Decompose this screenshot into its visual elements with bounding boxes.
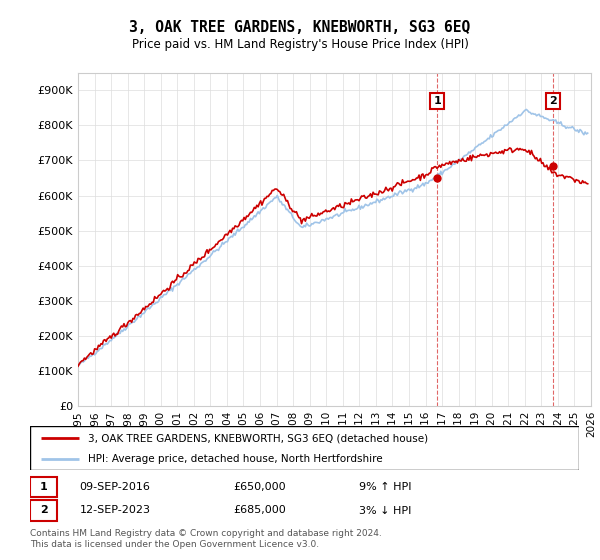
FancyBboxPatch shape (30, 501, 58, 521)
Text: 1: 1 (40, 482, 47, 492)
Text: 12-SEP-2023: 12-SEP-2023 (79, 506, 151, 516)
Text: 3, OAK TREE GARDENS, KNEBWORTH, SG3 6EQ: 3, OAK TREE GARDENS, KNEBWORTH, SG3 6EQ (130, 20, 470, 35)
Text: 2: 2 (549, 96, 557, 106)
Text: 2: 2 (40, 506, 47, 516)
Text: 1: 1 (433, 96, 441, 106)
Text: 9% ↑ HPI: 9% ↑ HPI (359, 482, 412, 492)
Text: Contains HM Land Registry data © Crown copyright and database right 2024.
This d: Contains HM Land Registry data © Crown c… (30, 529, 382, 549)
Text: £650,000: £650,000 (233, 482, 286, 492)
Text: 3% ↓ HPI: 3% ↓ HPI (359, 506, 412, 516)
FancyBboxPatch shape (30, 426, 579, 470)
Text: Price paid vs. HM Land Registry's House Price Index (HPI): Price paid vs. HM Land Registry's House … (131, 38, 469, 50)
Text: £685,000: £685,000 (233, 506, 286, 516)
Text: 3, OAK TREE GARDENS, KNEBWORTH, SG3 6EQ (detached house): 3, OAK TREE GARDENS, KNEBWORTH, SG3 6EQ … (88, 433, 428, 443)
FancyBboxPatch shape (30, 477, 58, 497)
Text: 09-SEP-2016: 09-SEP-2016 (79, 482, 150, 492)
Text: HPI: Average price, detached house, North Hertfordshire: HPI: Average price, detached house, Nort… (88, 454, 382, 464)
